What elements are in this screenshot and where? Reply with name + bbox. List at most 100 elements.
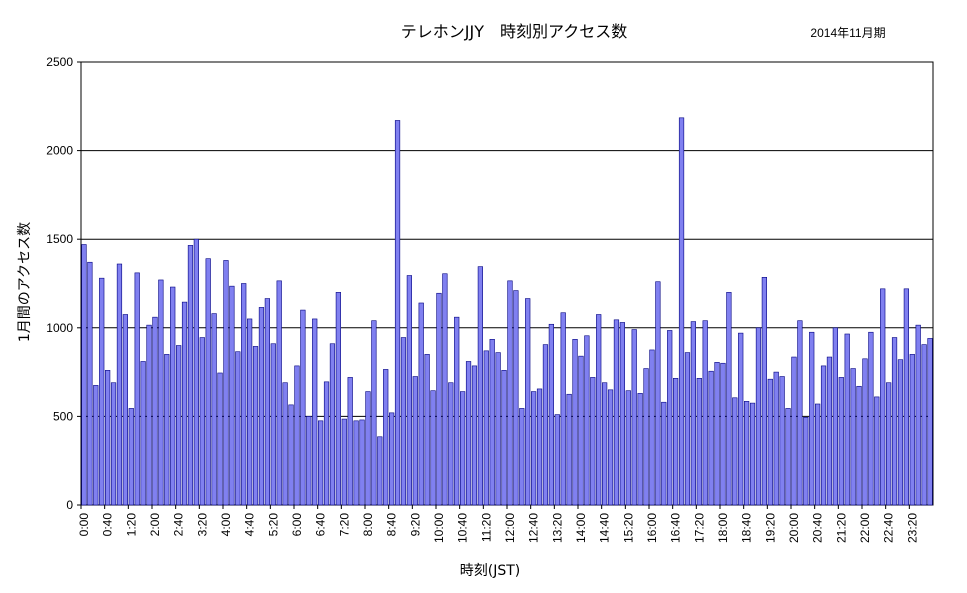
x-tick-label: 8:40 [385,513,399,537]
bar-71 [501,370,507,506]
bar-10 [140,361,146,506]
bar-124 [815,403,821,506]
x-tick-label: 8:00 [361,513,375,537]
bar-4 [105,370,111,506]
x-tick-label: 22:40 [882,513,896,543]
bar-99 [667,330,673,506]
bar-79 [548,323,554,506]
bar-19 [193,238,199,506]
period-label: 2014年11月期 [810,26,885,40]
bar-131 [856,385,862,506]
x-tick-label: 14:00 [574,513,588,543]
bar-35 [288,404,294,506]
bar-101 [678,117,685,506]
bar-1 [87,261,93,506]
bar-78 [542,344,549,506]
x-tick-label: 4:00 [219,513,233,537]
bar-8 [128,408,134,506]
bar-73 [513,290,519,506]
x-tick-label: 21:20 [834,513,848,543]
x-tick-label: 6:40 [314,513,328,537]
bar-125 [820,365,827,506]
bar-51 [383,369,389,506]
bar-55 [406,275,412,506]
bar-23 [217,372,223,506]
bar-115 [761,276,767,506]
bar-75 [525,298,531,506]
bar-129 [844,333,850,506]
x-tick-label: 11:20 [479,513,493,542]
bar-64 [460,391,466,506]
bar-69 [489,339,495,506]
x-tick-label: 10:40 [456,513,470,543]
bar-60 [436,292,442,506]
bar-43 [335,292,341,506]
y-tick-label: 500 [53,409,73,423]
bar-47 [359,419,365,506]
x-tick-label: 0:00 [77,513,91,537]
bar-134 [874,396,880,506]
bar-14 [164,354,170,506]
bar-22 [211,313,217,506]
bar-108 [720,362,726,506]
x-tick-label: 1:20 [124,513,138,537]
bar-95 [643,368,649,506]
bar-34 [282,382,288,506]
bar-119 [785,408,791,506]
bar-49 [371,320,377,506]
x-axis-ticks: 0:00 0:40 1:20 2:00 2:40 3:20 4:00 4:40 5:20 6:00… [77,505,919,543]
bar-82 [566,393,572,506]
x-tick-label: 16:40 [669,513,683,543]
bar-62 [448,382,454,506]
bar-12 [152,316,158,506]
bar-106 [708,370,714,506]
bar-30 [258,307,265,506]
bar-127 [832,327,838,506]
bar-45 [347,377,353,506]
x-tick-label: 18:40 [740,513,754,543]
bar-70 [495,352,501,506]
x-tick-label: 20:40 [811,513,825,543]
x-tick-label: 2:00 [148,513,162,537]
bar-11 [146,324,152,506]
bar-114 [755,327,762,506]
plot-area [80,61,934,506]
bar-27 [241,283,247,506]
x-tick-label: 7:20 [337,513,351,537]
bar-7 [122,314,128,506]
x-tick-label: 16:00 [645,513,659,543]
x-tick-label: 14:40 [598,513,612,543]
bar-102 [684,352,691,506]
bar-74 [519,408,525,506]
bar-83 [572,339,578,506]
x-tick-label: 4:40 [243,513,257,537]
bar-97 [655,281,661,506]
x-tick-label: 13:20 [550,513,564,543]
bar-105 [702,320,708,506]
bar-37 [300,309,306,506]
bar-143 [927,338,933,506]
y-axis-ticks: 0 500 1000 1500 2000 2500 [46,55,81,512]
bar-132 [862,358,868,506]
bar-2 [93,385,99,506]
bar-28 [247,318,253,506]
bar-29 [252,346,259,506]
bar-66 [471,365,478,506]
bar-31 [264,298,270,506]
bar-138 [897,359,904,506]
bar-142 [921,344,927,506]
y-axis-label: 1月間のアクセス数 [17,222,33,342]
bar-90 [613,319,620,506]
x-tick-label: 12:40 [527,513,541,543]
bar-85 [584,335,590,506]
x-tick-label: 23:20 [905,513,919,543]
bar-135 [880,288,886,506]
bar-133 [868,331,874,506]
bar-81 [560,312,566,506]
bar-48 [365,391,371,506]
bar-39 [312,318,318,506]
bar-76 [531,391,537,506]
x-tick-label: 9:20 [408,513,422,537]
y-tick-label: 1500 [46,232,73,246]
x-tick-label: 15:20 [621,513,635,543]
